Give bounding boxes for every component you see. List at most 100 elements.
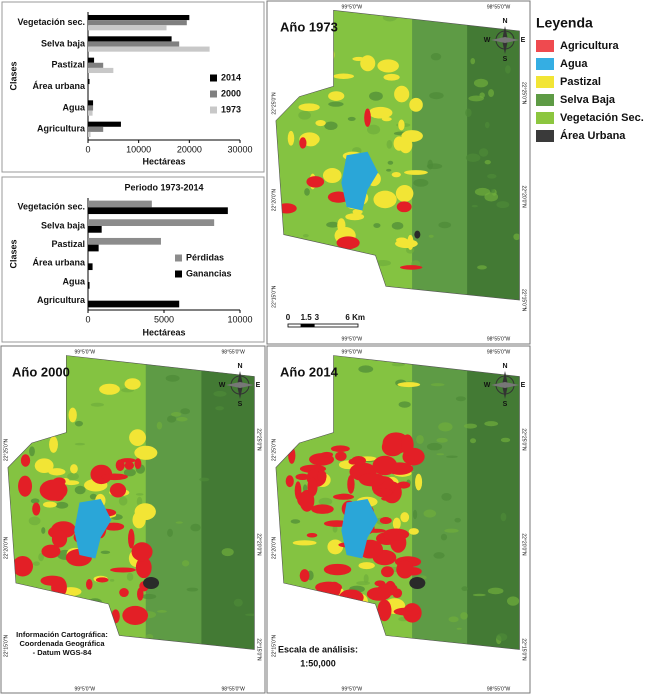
agriculture [86, 579, 93, 590]
bar [88, 67, 114, 74]
compass-letter: E [256, 382, 261, 389]
texture [473, 78, 489, 88]
texture [373, 223, 381, 228]
texture [33, 561, 40, 566]
bar [88, 46, 210, 52]
legend-label: Pastizal [560, 76, 601, 88]
x-tick-label: 0 [85, 314, 90, 324]
texture [488, 89, 495, 97]
grassland [70, 464, 78, 474]
agriculture [358, 472, 386, 487]
grassland [124, 378, 141, 390]
texture [363, 574, 369, 584]
agriculture [124, 461, 134, 470]
compass-letter: N [502, 363, 507, 370]
coordinate-label: 99°5'0"W [342, 4, 363, 10]
bar [88, 84, 90, 90]
bar [88, 237, 161, 245]
y-tick-label: Vegetación sec. [17, 17, 85, 27]
texture [367, 124, 381, 135]
map-title: Año 2014 [280, 364, 339, 379]
texture [166, 415, 177, 423]
coordinate-label: 22°15'0"N [271, 634, 277, 657]
agriculture [39, 479, 68, 501]
x-tick-label: 10000 [126, 144, 151, 154]
compass-rose [226, 382, 254, 388]
bar [88, 110, 93, 116]
x-tick-label: 20000 [177, 144, 202, 154]
coordinate-label: 22°15'0"N [3, 634, 9, 657]
texture [496, 633, 508, 642]
texture [416, 434, 424, 444]
texture [245, 613, 255, 617]
texture [500, 512, 507, 522]
texture [436, 437, 448, 443]
texture [471, 204, 478, 208]
texture [470, 438, 477, 444]
agriculture [396, 201, 412, 213]
coordinate-label: 22°15'0"N [271, 285, 277, 308]
agriculture [95, 577, 109, 583]
texture [141, 593, 157, 600]
agriculture [285, 475, 294, 488]
agriculture [364, 108, 371, 127]
compass-letter: E [521, 382, 526, 389]
agriculture [299, 569, 310, 583]
texture [186, 587, 199, 592]
texture [90, 402, 105, 407]
map-note: Escala de análisis: [278, 644, 358, 654]
y-tick-label: Agricultura [37, 124, 86, 134]
coordinate-label: 22°25'0"N [521, 428, 527, 451]
agriculture [335, 451, 347, 461]
grassland [358, 562, 375, 570]
coordinate-label: 98°55'0"W [222, 349, 246, 355]
compass-rose [491, 382, 519, 388]
texture [484, 421, 499, 427]
agriculture [307, 477, 318, 497]
agriculture [131, 542, 153, 562]
compass-letter: N [502, 18, 507, 25]
agriculture [306, 533, 318, 538]
texture [506, 596, 520, 606]
bar [88, 121, 121, 127]
texture [398, 401, 411, 408]
y-tick-label: Agua [63, 276, 86, 286]
low-forest-dark [201, 355, 255, 650]
agriculture [295, 473, 310, 481]
texture [347, 116, 356, 121]
texture [454, 517, 461, 523]
coordinate-label: 99°5'0"W [342, 349, 363, 355]
compass-letter: W [219, 382, 226, 389]
texture [324, 121, 338, 131]
agriculture [347, 475, 355, 494]
texture [430, 53, 442, 61]
texture [41, 527, 46, 534]
bar [88, 14, 190, 21]
water-body [341, 499, 379, 559]
agriculture [128, 528, 135, 549]
agriculture [306, 176, 325, 188]
texture [181, 560, 190, 567]
texture [484, 159, 491, 165]
legend-swatch [536, 130, 554, 142]
legend-swatch [536, 76, 554, 88]
legend-label: Pérdidas [186, 252, 224, 262]
legend-swatch [536, 58, 554, 70]
legend-label: Selva Baja [560, 94, 616, 106]
agriculture [134, 458, 142, 470]
texture [406, 246, 415, 254]
bar [88, 62, 104, 68]
x-tick-label: 5000 [154, 314, 174, 324]
agriculture [110, 567, 136, 573]
agriculture [41, 544, 61, 559]
compass-letter: S [238, 401, 243, 408]
agriculture [379, 517, 392, 525]
coordinate-label: 22°25'0"N [271, 92, 277, 115]
agriculture [397, 481, 411, 489]
agriculture [12, 556, 34, 577]
coordinate-label: 22°20'0"N [521, 533, 527, 556]
texture [423, 509, 437, 518]
grassland [409, 97, 423, 112]
texture [123, 468, 136, 477]
agriculture [135, 556, 152, 579]
